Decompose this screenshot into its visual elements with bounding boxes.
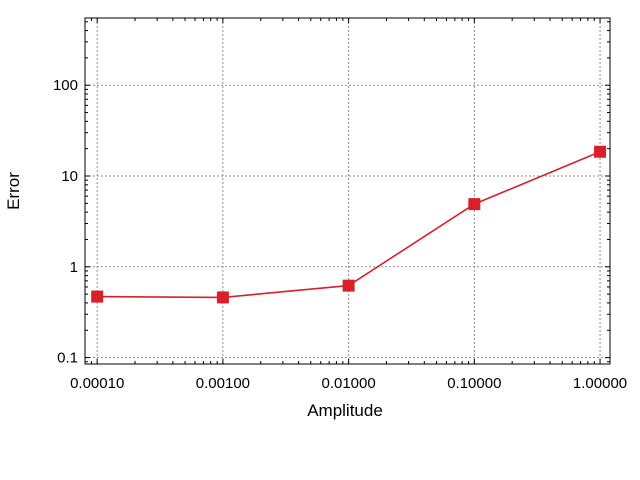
y-axis-label: Error	[4, 172, 23, 210]
data-point-marker	[594, 145, 607, 158]
y-tick-label: 1	[70, 259, 78, 276]
y-tick-label: 10	[61, 168, 78, 185]
data-point-marker	[91, 290, 104, 303]
y-tick-label: 100	[53, 77, 78, 94]
x-tick-label: 0.10000	[447, 375, 501, 392]
series	[91, 145, 607, 304]
x-tick-label: 0.01000	[321, 375, 375, 392]
data-point-marker	[342, 279, 355, 292]
data-point-marker	[216, 291, 229, 304]
x-axis-label: Amplitude	[307, 401, 383, 420]
axis-ticks: 0.00010 0.00100 0.01000 0.10000 1.00000 0.1 1 1…	[53, 18, 627, 392]
x-tick-label: 1.00000	[573, 375, 627, 392]
x-tick-label: 0.00010	[70, 375, 124, 392]
plot-frame	[84, 17, 611, 365]
x-tick-label: 0.00100	[196, 375, 250, 392]
y-tick-label: 0.1	[57, 350, 78, 367]
data-point-marker	[468, 198, 481, 211]
grid	[85, 18, 610, 364]
